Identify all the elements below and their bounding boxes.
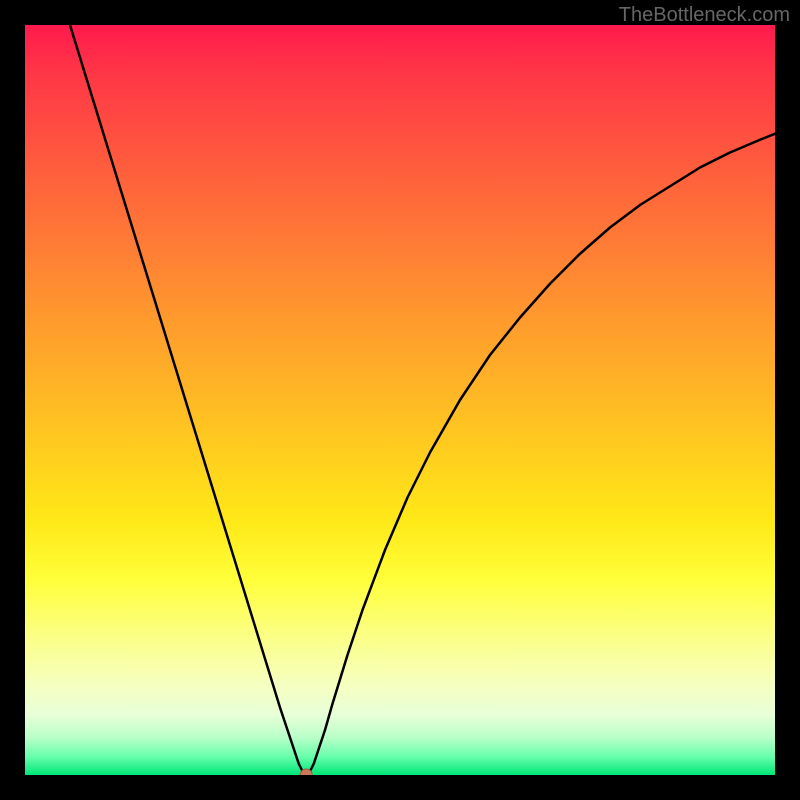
bottleneck-chart [25, 25, 775, 775]
chart-svg [25, 25, 775, 775]
bottleneck-curve [70, 25, 775, 775]
watermark-text: TheBottleneck.com [619, 4, 790, 27]
